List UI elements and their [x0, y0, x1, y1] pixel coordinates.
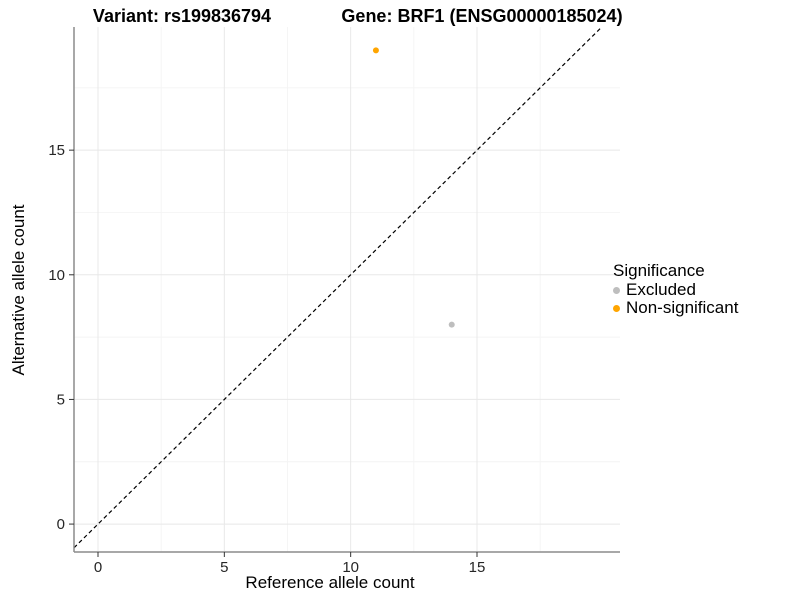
variant-title: Variant: rs199836794 — [92, 6, 272, 26]
legend-dot-icon — [613, 304, 620, 312]
legend-dot-icon — [613, 286, 620, 294]
identity-line — [73, 26, 603, 549]
legend-item-label: Non-significant — [626, 298, 739, 317]
y-tick-label: 5 — [57, 391, 65, 408]
data-point-excluded — [448, 321, 455, 328]
y-tick-label: 15 — [48, 142, 65, 159]
y-axis-title: Alternative allele count — [9, 204, 28, 376]
y-tick-label: 0 — [57, 516, 65, 533]
x-tick-label: 0 — [94, 559, 102, 576]
x-tick-label: 5 — [220, 559, 228, 576]
legend-items: Excluded Non-significant — [613, 281, 738, 317]
legend-title: Significance — [613, 261, 705, 280]
x-axis-title: Reference allele count — [245, 573, 415, 592]
legend-item-non-significant: Non-significant — [613, 299, 738, 317]
x-tick-label: 10 — [342, 559, 359, 576]
legend: Significance Excluded Non-significant — [613, 260, 738, 317]
gene-title: Gene: BRF1 (ENSG00000185024) — [341, 6, 623, 26]
data-point-non-significant — [372, 47, 379, 54]
x-tick-label: 15 — [469, 559, 486, 576]
legend-item-label: Excluded — [626, 280, 696, 299]
legend-item-excluded: Excluded — [613, 281, 738, 299]
y-tick-label: 10 — [48, 267, 65, 284]
